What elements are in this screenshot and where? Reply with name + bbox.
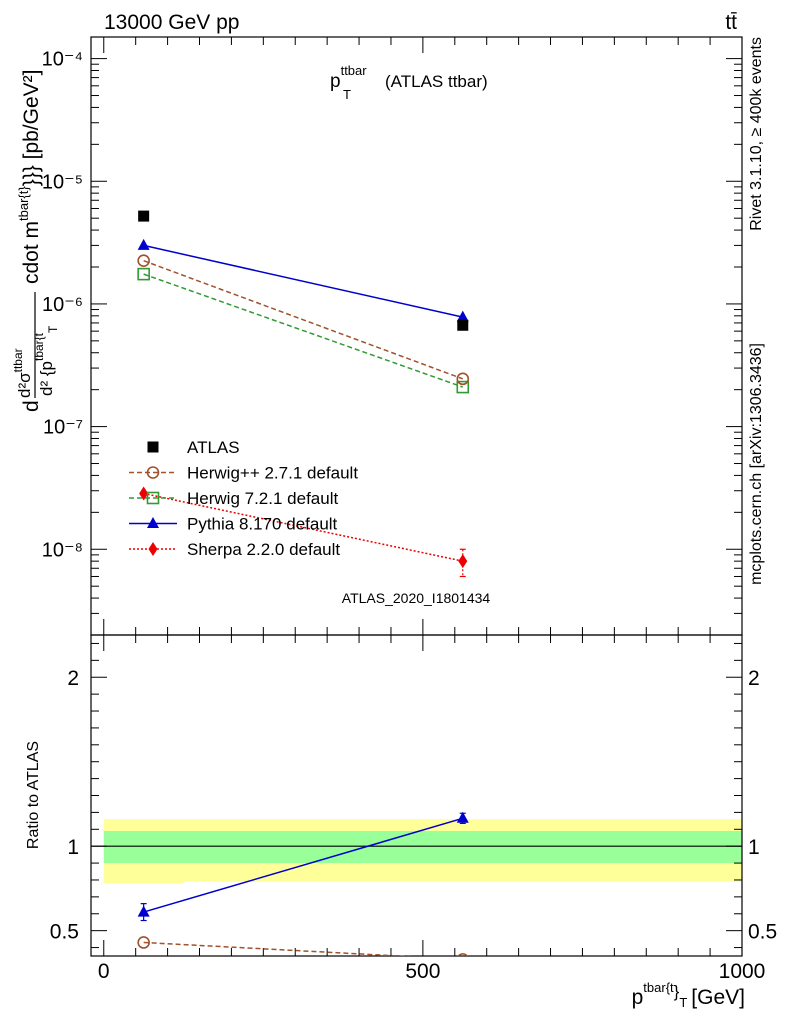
herwig-7-2-1-default-point [137, 267, 150, 281]
ylabel-den-sup: tbar{t [32, 332, 46, 361]
process-label: tt̄ [725, 11, 737, 34]
atlas-point [457, 319, 469, 331]
x-tick-label: 500 [405, 960, 440, 983]
pythia-8-170-default-point [456, 310, 469, 322]
main-y-tick-label: 10⁻⁶ [42, 294, 83, 316]
mcplots-label: mcplots.cern.ch [arXiv:1306.3436] [748, 343, 765, 585]
ratio-y-tick-label: 1 [67, 836, 79, 859]
main-y-tick-label: 10⁻⁵ [42, 171, 83, 193]
ratio-series-group [137, 811, 469, 956]
main-plot-title: pttbar T (ATLAS ttbar) [330, 63, 488, 102]
ylabel-num-sup: ttbar [11, 348, 25, 372]
xlabel-sup: tbar{t [643, 980, 674, 995]
legend-herwig-2-7-1-default-label: Herwig++ 2.7.1 default [187, 464, 358, 483]
ratio-pythia-8-170-default-line [143, 817, 463, 913]
xlabel-unit: [GeV] [691, 986, 745, 1009]
energy-label: 13000 GeV pp [104, 11, 239, 34]
svg-text:d: d [20, 400, 43, 412]
x-tick-label: 1000 [719, 960, 766, 983]
ratio-y-tick-label-right: 0.5 [748, 921, 777, 944]
ylabel-num: d²σ [15, 372, 34, 398]
sherpa-2-2-0-default-point [458, 554, 468, 569]
legend-pythia-8-170-default-label: Pythia 8.170 default [187, 515, 338, 534]
legend-sherpa-2-2-0-default-label: Sherpa 2.2.0 default [187, 540, 340, 559]
herwig-2-7-1-default-point [137, 254, 150, 268]
ratio-plot: 0.5 0.5 1 1 2 2 0 500 1000 [50, 634, 777, 983]
legend-atlas-marker [147, 441, 159, 453]
ratio-band-stat [103, 830, 184, 864]
legend-herwig-7-2-1-default-marker [146, 491, 160, 505]
legend-sherpa-2-2-0-default-marker [148, 542, 158, 556]
analysis-id-label: ATLAS_2020_I1801434 [342, 590, 491, 606]
sherpa-2-2-0-default-point [139, 486, 149, 501]
rivet-version-label: Rivet 3.1.10, ≥ 400k events [748, 37, 765, 231]
pythia-8-170-default-line [143, 244, 463, 318]
ratio-y-tick-label: 2 [67, 667, 79, 690]
ratio-band-stat [183, 830, 742, 864]
ratio-y-tick-label-right: 1 [748, 836, 760, 859]
x-tick-label: 0 [98, 960, 110, 983]
title-sub: T [343, 87, 351, 102]
main-y-axis-label: d d²σttbar d² {ptbar{tT cdot mtbar{t}}}}… [11, 70, 60, 413]
title-sup: ttbar [341, 63, 368, 78]
xlabel-main: p [632, 986, 644, 1009]
svg-text:cdot mtbar{t}}}} [pb/GeV²]: cdot mtbar{t}}}} [pb/GeV²] [16, 70, 43, 285]
ratio-pythia-8-170-default-point [137, 905, 150, 917]
ratio-pythia-8-170-default-point [456, 811, 469, 823]
ylabel-tail: }}} [pb/GeV²] [20, 70, 43, 187]
ylabel-mid-sup: tbar{t} [16, 186, 31, 221]
herwig-2-7-1-default-line [143, 260, 464, 380]
ylabel-d: d [20, 400, 43, 412]
ratio-y-tick-label: 0.5 [50, 921, 79, 944]
ratio-y-tick-label-right: 2 [748, 667, 760, 690]
svg-text:d²σttbar: d²σttbar [11, 348, 34, 398]
title-main: p [330, 71, 341, 92]
xlabel-sub: T [679, 995, 687, 1010]
main-y-tick-label: 10⁻⁴ [42, 49, 83, 71]
svg-text:d² {ptbar{tT: d² {ptbar{tT [32, 325, 60, 396]
legend-herwig-7-2-1-default-label: Herwig 7.2.1 default [187, 489, 338, 508]
x-axis-label: ptbar{t}T [GeV] [632, 980, 745, 1010]
ratio-herwig-2-7-1-default-point [457, 953, 469, 956]
ylabel-mid: cdot m [20, 221, 43, 284]
main-y-tick-label: 10⁻⁷ [43, 417, 83, 439]
herwig-7-2-1-default-point [456, 380, 470, 394]
ylabel-den: d² {p [37, 361, 56, 396]
legend-herwig-2-7-1-default-marker [146, 466, 160, 479]
atlas-point [138, 210, 150, 222]
main-y-tick-label: 10⁻⁸ [42, 539, 83, 561]
xlabel-mid: } [674, 982, 680, 1001]
legend-pythia-8-170-default-marker [147, 517, 159, 528]
ratio-herwig-2-7-1-default-point [137, 936, 150, 949]
herwig-7-2-1-default-line [143, 273, 464, 388]
ratio-y-axis-label: Ratio to ATLAS [25, 741, 42, 849]
title-rest: (ATLAS ttbar) [385, 72, 488, 91]
main-plot: 10⁻⁸ 10⁻⁷ 10⁻⁶ 10⁻⁵ 10⁻⁴ [42, 36, 743, 636]
legend: ATLAS Herwig++ 2.7.1 default Herwig 7.2.1 … [129, 438, 358, 559]
legend-atlas-label: ATLAS [187, 438, 240, 457]
herwig-2-7-1-default-point [456, 372, 470, 386]
ylabel-den-sub: T [46, 325, 60, 333]
pythia-8-170-default-point [137, 238, 150, 250]
